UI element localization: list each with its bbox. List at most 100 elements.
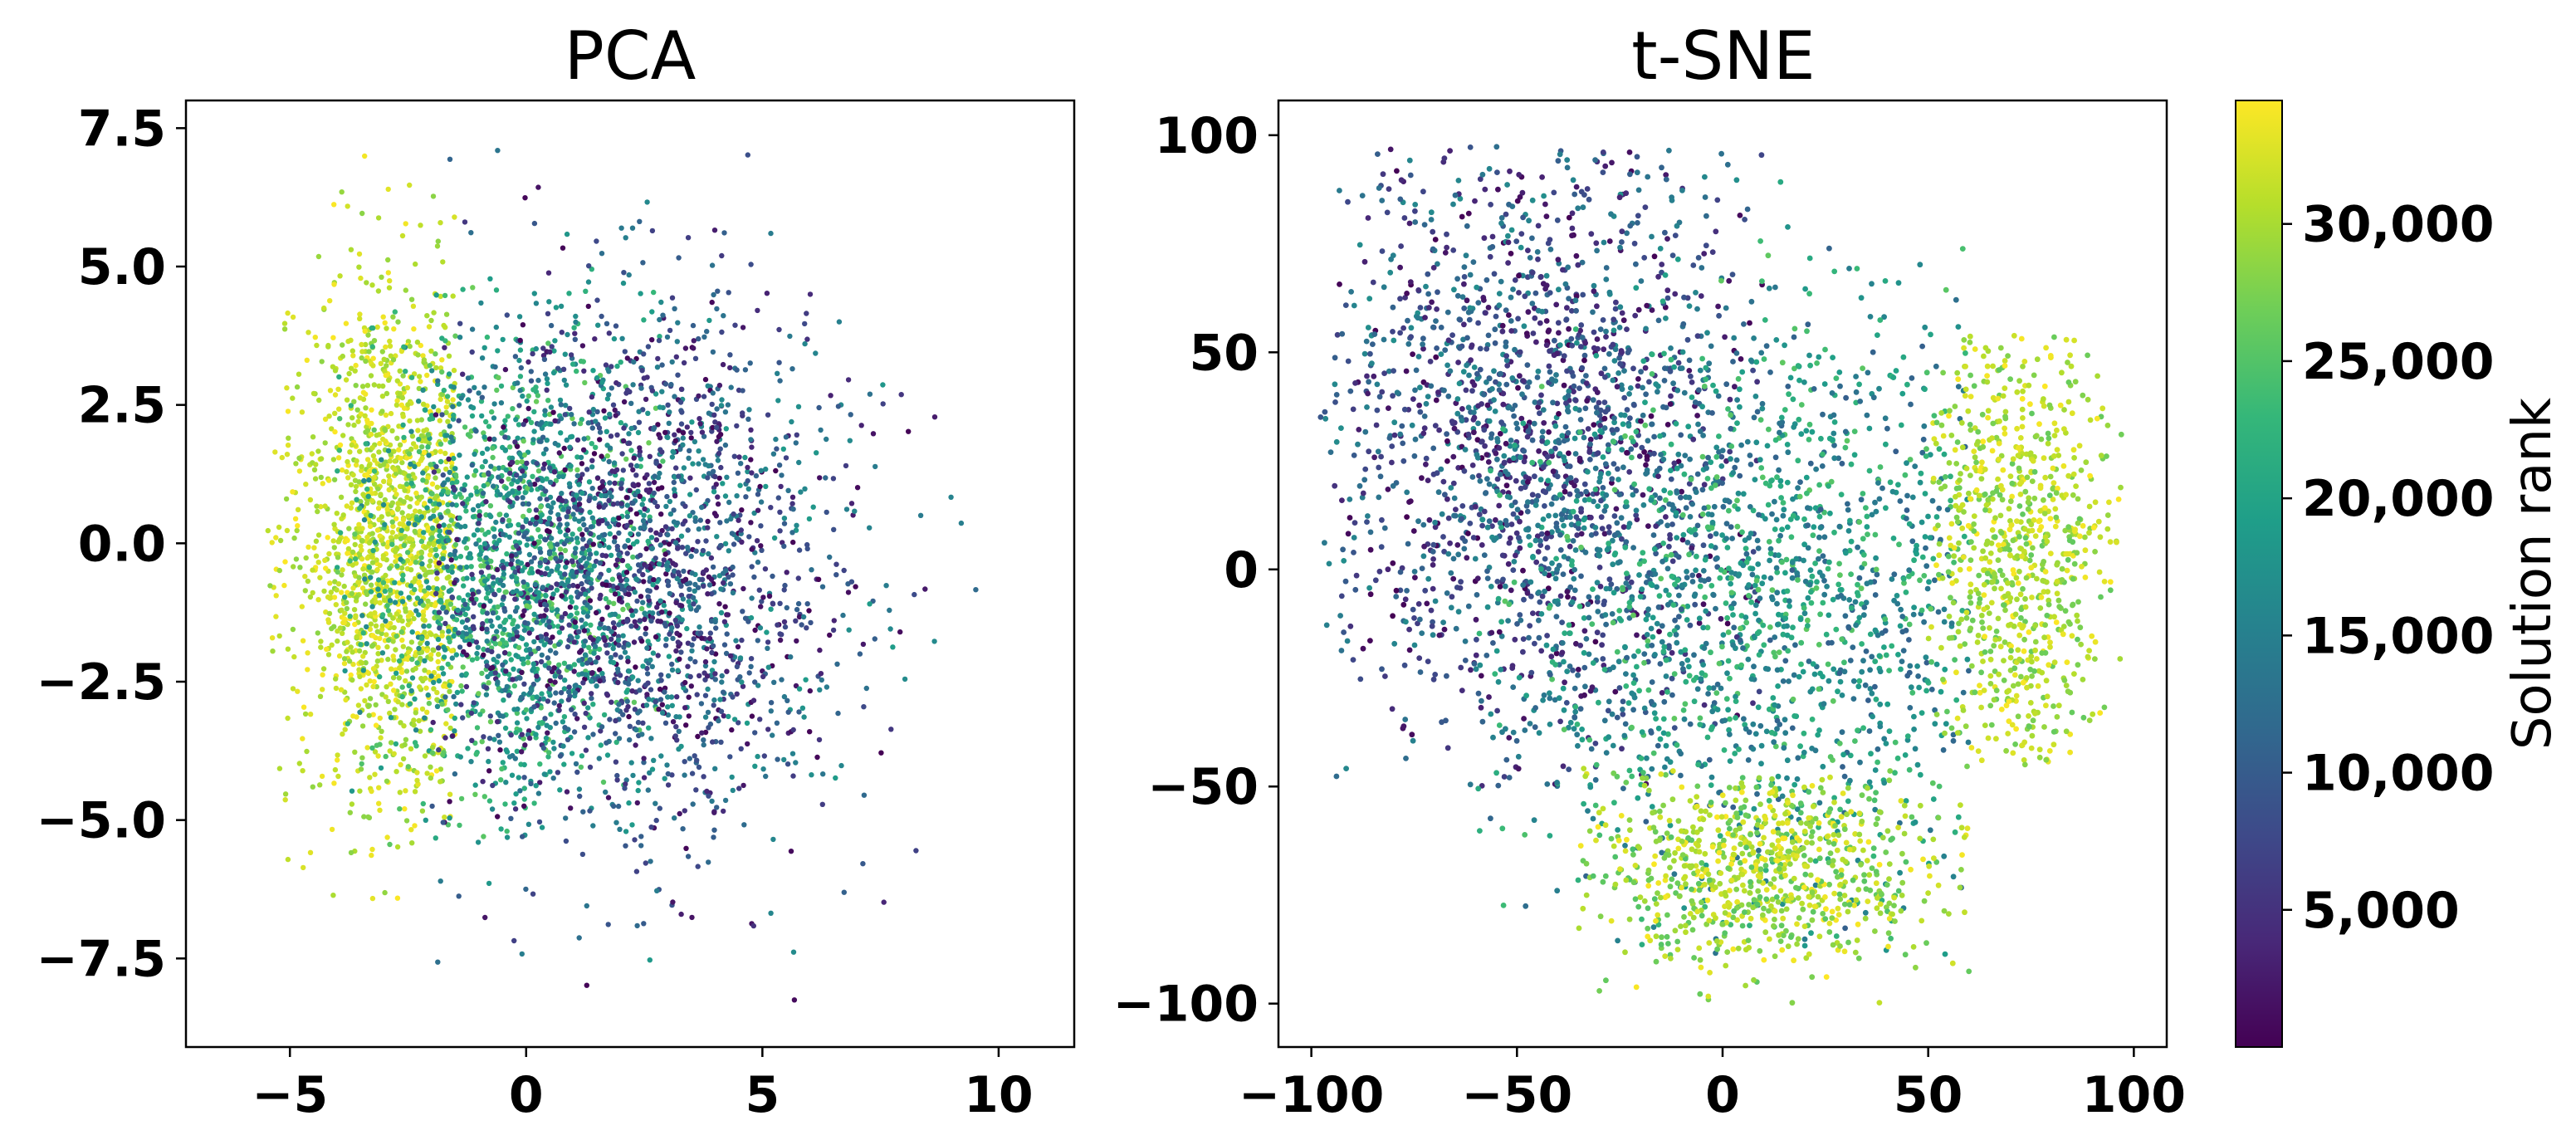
pca-point [321, 588, 327, 595]
pca-point [680, 826, 686, 832]
pca-point [768, 708, 774, 714]
pca-point [424, 648, 430, 653]
pca-point [406, 683, 412, 688]
pca-point [332, 368, 339, 374]
pca-point [782, 624, 789, 630]
pca-point [579, 851, 586, 858]
pca-point [592, 643, 599, 649]
pca-point [734, 663, 741, 670]
pca-point [420, 353, 426, 359]
pca-y-tick-label: 2.5 [78, 377, 166, 435]
pca-point [517, 451, 523, 457]
pca-point [852, 508, 858, 514]
pca-point [848, 579, 855, 585]
pca-point [368, 621, 374, 627]
pca-point [672, 438, 678, 443]
pca-point [496, 474, 501, 480]
pca-point [662, 429, 668, 436]
pca-point [484, 639, 490, 644]
pca-point [603, 362, 609, 368]
pca-point [427, 363, 433, 369]
pca-point [887, 607, 892, 614]
pca-point [565, 689, 572, 695]
pca-point [446, 574, 452, 580]
pca-point [423, 545, 428, 550]
pca-point [511, 636, 516, 642]
pca-point [553, 555, 559, 561]
pca-point [396, 447, 402, 453]
pca-point [610, 659, 617, 666]
pca-point [684, 625, 690, 632]
pca-point [370, 325, 376, 331]
pca-point [709, 798, 715, 805]
pca-point [521, 513, 526, 520]
pca-point [440, 488, 447, 494]
pca-point [471, 614, 477, 619]
pca-point [690, 461, 696, 467]
pca-point [763, 483, 769, 490]
pca-point [419, 706, 426, 712]
pca-point [392, 599, 398, 605]
pca-point [405, 402, 411, 408]
pca-point [540, 585, 546, 590]
pca-point [547, 479, 554, 485]
pca-point [667, 409, 672, 415]
pca-point [600, 779, 607, 785]
pca-point [359, 537, 365, 544]
pca-point [694, 757, 700, 763]
pca-point [367, 678, 373, 684]
pca-point [433, 412, 439, 418]
pca-point [307, 594, 314, 600]
pca-point [303, 482, 309, 487]
pca-point [620, 606, 626, 613]
pca-point [629, 674, 636, 680]
pca-point [642, 506, 648, 512]
pca-point [556, 516, 562, 522]
pca-point [538, 658, 545, 665]
pca-point [689, 570, 695, 576]
pca-point [453, 502, 459, 508]
pca-point [711, 511, 718, 516]
pca-point [581, 628, 588, 634]
pca-point [771, 679, 777, 685]
pca-point [444, 399, 451, 404]
pca-point [356, 534, 362, 541]
pca-point [745, 464, 750, 471]
pca-point [565, 643, 571, 650]
pca-point [491, 401, 497, 407]
pca-point [710, 643, 716, 649]
pca-point [606, 392, 612, 398]
pca-point [416, 399, 422, 404]
pca-point [683, 722, 689, 728]
pca-point [351, 399, 357, 404]
pca-point [566, 481, 573, 487]
pca-point [425, 692, 431, 698]
pca-point [726, 290, 731, 296]
pca-point [449, 460, 455, 466]
pca-point [765, 645, 770, 651]
pca-point [846, 627, 852, 633]
pca-point [506, 692, 512, 698]
pca-point [339, 467, 345, 473]
pca-point [483, 692, 490, 697]
pca-point [435, 651, 442, 658]
pca-point [496, 653, 501, 659]
pca-point [630, 382, 636, 388]
pca-point [472, 384, 477, 390]
pca-point [384, 603, 390, 609]
pca-point [403, 788, 408, 794]
pca-point [405, 622, 411, 628]
pca-point [618, 577, 624, 584]
pca-point [696, 764, 702, 771]
pca-point [687, 656, 693, 662]
pca-point [406, 595, 412, 600]
pca-point [576, 786, 583, 792]
pca-point [303, 555, 309, 561]
pca-point [616, 736, 623, 741]
pca-point [353, 483, 359, 490]
pca-point [867, 391, 873, 397]
pca-point [465, 432, 472, 438]
pca-point [371, 338, 378, 344]
pca-point [845, 377, 852, 383]
pca-point [423, 407, 428, 413]
